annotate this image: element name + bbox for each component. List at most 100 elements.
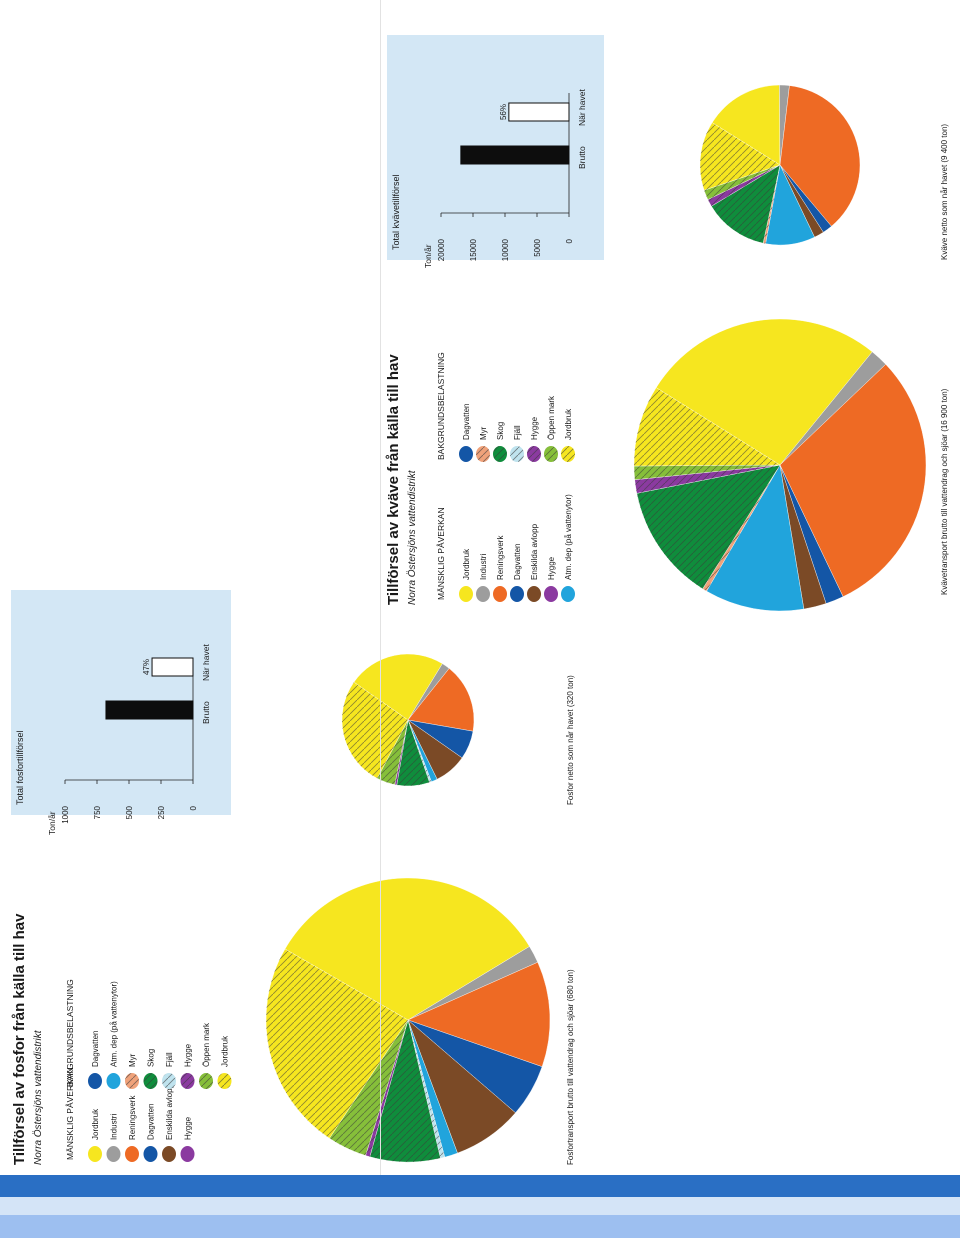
p-bar-bar-1 [151, 657, 194, 677]
p-gross-slice-texture-10 [265, 949, 408, 1139]
nitrogen-legend-human-swatch [493, 586, 507, 602]
n-net-slice-0 [711, 84, 781, 166]
nitrogen-legend-human-item: Reningsverk [496, 535, 505, 580]
p-net-slice-0 [353, 653, 443, 721]
n-gross-caption: Kvävetransport brutto till vattendrag oc… [940, 388, 949, 595]
n-gross-slice-texture-8 [634, 465, 780, 494]
phosphorus-title: Tillförsel av fosfor från källa till hav [11, 913, 28, 1165]
phosphorus-legend-background-header: BAKGRUNDSBELASTNING [65, 979, 75, 1087]
p-bar-tick-label: 500 [125, 805, 134, 819]
n-net-slice-2 [779, 85, 861, 227]
p-net-slice-2 [407, 668, 475, 732]
nitrogen-legend-background-item: Fjäll [513, 425, 522, 440]
phosphorus-legend-background-swatch [162, 1073, 176, 1089]
n-gross-slice-5 [706, 464, 805, 612]
n-bar-panel: Total kvävetillförsel Ton/år 0 5000 10000 150… [387, 35, 604, 268]
n-gross-slice-texture-9 [634, 465, 780, 480]
nitrogen-legend-human-swatch [510, 586, 524, 602]
n-bar-bar-0 [460, 145, 570, 165]
p-bar-panel: Total fosfortillförsel Ton/år 0 250 500 750 10… [11, 590, 231, 835]
nitrogen-legend-background-item: Öppen mark [547, 395, 556, 440]
p-bar-ylabel: Ton/år [47, 811, 57, 835]
nitrogen-legend-human-item: Hygge [547, 556, 556, 580]
n-bar-title: Total kvävetillförsel [391, 174, 401, 250]
n-bar-tick-label: 0 [565, 238, 574, 243]
nitrogen-legend-human-item: Dagvatten [513, 544, 522, 580]
p-net-caption: Fosfor netto som når havet (320 ton) [566, 675, 575, 805]
phosphorus-legend-human-item: Jordbruk [91, 1108, 100, 1140]
nitrogen-legend-background-swatch [476, 446, 490, 462]
nitrogen-title: Tillförsel av kväve från källa till hav [385, 354, 402, 605]
n-net-caption: Kväve netto som når havet (9 400 ton) [940, 124, 949, 260]
nitrogen-legend-background-swatch [544, 446, 558, 462]
nitrogen-legend-human-item: Jordbruk [462, 548, 471, 580]
n-bar-category-label: När havet [577, 89, 587, 126]
nitrogen-legend-background-item: Dagvatten [462, 404, 471, 440]
n-bar-bar-label: 56% [499, 104, 508, 120]
n-bar-tick-label: 5000 [533, 238, 542, 256]
p-bar-category-label: När havet [201, 644, 211, 681]
phosphorus-legend-background-item: Hygge [184, 1043, 193, 1067]
p-gross-pie [265, 877, 551, 1163]
nitrogen-legend-human-item: Enskilda avlopp [530, 523, 539, 580]
phosphorus-legend-background-swatch [88, 1073, 102, 1089]
n-bar-tick-label: 10000 [501, 238, 510, 261]
phosphorus-legend-background-swatch [143, 1073, 158, 1089]
phosphorus-legend-human-swatch [106, 1146, 121, 1162]
n-bar-category-label: Brutto [577, 146, 587, 169]
nitrogen-subtitle: Norra Östersjöns vattendistrikt [406, 469, 418, 605]
p-bar-tick-label: 1000 [61, 805, 70, 823]
p-gross-slice-texture-7 [369, 1020, 441, 1162]
phosphorus-legend-human-swatch [143, 1146, 158, 1162]
p-net-slice-texture-7 [396, 720, 430, 786]
n-net-slice-texture-7 [711, 165, 780, 244]
footer-band-light [0, 1197, 960, 1215]
p-bar-tick-label: 0 [189, 805, 198, 810]
p-bar-bar-label: 47% [142, 659, 151, 675]
column-divider [380, 0, 381, 1175]
p-net-slice-texture-9 [377, 720, 408, 785]
nitrogen-legend-background-item: Myr [479, 426, 488, 440]
nitrogen-legend-human-swatch [459, 586, 473, 602]
n-bar-ylabel: Ton/år [423, 244, 433, 268]
p-gross-slice-0 [284, 877, 530, 1021]
p-bar-tick-label: 750 [93, 805, 102, 819]
p-net-slice-texture-10 [342, 682, 408, 779]
nitrogen-legend-background-swatch [459, 446, 473, 462]
p-gross-caption: Fosfortransport brutto till vattendrag o… [566, 969, 575, 1165]
nitrogen-legend-background-item: Hygge [530, 416, 539, 440]
p-bar-title: Total fosfortillförsel [15, 730, 25, 805]
phosphorus-legend-human-header: MÄNSKLIG PÅVERKAN [65, 1067, 75, 1160]
n-bar-tick-label: 15000 [469, 238, 478, 261]
phosphorus-legend-background-swatch [125, 1073, 139, 1089]
phosphorus-legend-human-swatch [162, 1146, 176, 1162]
phosphorus-legend-background-item: Myr [128, 1053, 137, 1067]
p-net-slice-texture-6 [408, 720, 432, 783]
n-gross-slice-0 [655, 318, 873, 466]
nitrogen-legend-human-header: MÄNSKLIG PÅVERKAN [436, 507, 446, 600]
phosphorus-legend-human-item: Reningsverk [128, 1095, 137, 1140]
n-bar-tick-label: 20000 [437, 238, 446, 261]
n-gross-slice-2 [779, 364, 927, 597]
phosphorus-subtitle: Norra Östersjöns vattendistrikt [32, 1029, 44, 1165]
nitrogen-legend-background-item: Skog [496, 422, 505, 440]
phosphorus-legend-background-item: Jordbruk [221, 1035, 230, 1067]
phosphorus-legend-human-item: Dagvatten [147, 1104, 156, 1140]
nitrogen-legend-human-swatch [527, 586, 541, 602]
n-net-pie [699, 84, 861, 246]
p-bar-bar-0 [105, 700, 194, 720]
p-bar-tick-label: 250 [157, 805, 166, 819]
nitrogen-legend-human-swatch [476, 586, 490, 602]
phosphorus-legend-background-swatch [199, 1073, 213, 1089]
phosphorus-legend-human-swatch [125, 1146, 139, 1162]
phosphorus-legend-background-item: Skog [147, 1049, 156, 1067]
nitrogen-legend-background-item: Jordbruk [564, 408, 573, 440]
infographic-stage: Tillförsel av fosfor från källa till hav… [11, 0, 949, 1175]
phosphorus-legend-background-item: Atm. dep (på vattenytor) [110, 981, 119, 1067]
n-gross-slice-texture-7 [636, 465, 780, 589]
phosphorus-legend-background-swatch [106, 1073, 121, 1089]
nutrient-infographic: Tillförsel av fosfor från källa till hav… [11, 35, 949, 1165]
nitrogen-legend-human-swatch [544, 586, 558, 602]
nitrogen-legend-background-swatch [493, 446, 507, 462]
nitrogen-legend-human-item: Atm. dep (på vattenytor) [564, 494, 573, 580]
